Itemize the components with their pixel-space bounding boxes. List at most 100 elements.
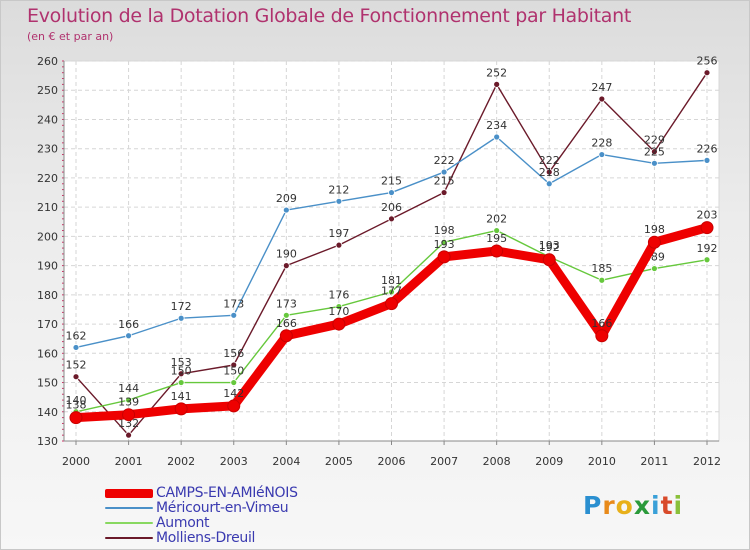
data-label-aumont-2009: 193 [539, 239, 560, 252]
data-label-molliens-dreuil-2009: 222 [539, 154, 560, 167]
legend-swatch-aumont [105, 522, 153, 524]
x-tick-label: 2010 [588, 455, 616, 468]
data-label-molliens-dreuil-2007: 215 [434, 175, 455, 188]
point-camps-en-ami-nois-2010 [595, 329, 609, 343]
y-tick-label: 130 [37, 435, 58, 448]
point-m-ricourt-en-vimeu-2012 [703, 156, 711, 164]
data-label-camps-en-ami-nois-2007: 193 [434, 238, 455, 251]
legend-label-camps: CAMPS-EN-AMIéNOIS [156, 485, 298, 501]
point-m-ricourt-en-vimeu-2004 [282, 206, 290, 214]
data-label-camps-en-ami-nois-2004: 166 [276, 317, 297, 330]
x-tick-label: 2000 [62, 455, 90, 468]
data-label-molliens-dreuil-2006: 206 [381, 201, 402, 214]
y-tick-label: 150 [37, 377, 58, 390]
data-label-molliens-dreuil-2004: 190 [276, 248, 297, 261]
data-label-molliens-dreuil-2005: 197 [328, 227, 349, 240]
y-tick-label: 230 [37, 143, 58, 156]
point-molliens-dreuil-2008 [493, 80, 501, 88]
point-aumont-2012 [703, 256, 711, 264]
data-label-aumont-2010: 185 [591, 262, 612, 275]
legend-item-aumont: Aumont [105, 515, 405, 531]
point-camps-en-ami-nois-2003 [227, 399, 241, 413]
legend-item-molliens: Molliens-Dreuil [105, 530, 405, 546]
y-tick-label: 140 [37, 406, 58, 419]
point-m-ricourt-en-vimeu-2006 [388, 189, 395, 196]
data-label-aumont-2000: 140 [66, 394, 87, 407]
x-tick-label: 2008 [483, 455, 511, 468]
data-label-m-ricourt-en-vimeu-2010: 228 [591, 137, 612, 150]
y-tick-label: 160 [37, 347, 58, 360]
point-camps-en-ami-nois-2009 [542, 253, 556, 267]
point-molliens-dreuil-2001 [125, 431, 132, 439]
data-label-aumont-2003: 150 [223, 365, 244, 378]
point-camps-en-ami-nois-2001 [122, 408, 136, 422]
data-label-aumont-2012: 192 [697, 242, 718, 255]
data-label-camps-en-ami-nois-2003: 142 [223, 387, 244, 400]
point-m-ricourt-en-vimeu-2007 [440, 168, 448, 176]
point-camps-en-ami-nois-2011 [647, 235, 661, 249]
point-camps-en-ami-nois-2005 [332, 317, 346, 331]
legend-label-mericourt: Méricourt-en-Vimeu [156, 500, 289, 516]
data-label-camps-en-ami-nois-2010: 166 [591, 317, 612, 330]
x-tick-label: 2005 [325, 455, 353, 468]
point-aumont-2008 [493, 227, 501, 234]
legend-swatch-molliens [105, 537, 153, 539]
point-m-ricourt-en-vimeu-2009 [545, 180, 553, 188]
data-label-m-ricourt-en-vimeu-2004: 209 [276, 192, 297, 205]
point-molliens-dreuil-2002 [177, 370, 185, 378]
point-aumont-2003 [230, 379, 238, 386]
x-tick-label: 2012 [693, 455, 721, 468]
data-label-aumont-2006: 181 [381, 274, 402, 287]
legend-swatch-mericourt [105, 507, 153, 509]
data-label-m-ricourt-en-vimeu-2005: 212 [328, 183, 349, 196]
x-tick-label: 2004 [272, 455, 300, 468]
data-label-camps-en-ami-nois-2012: 203 [697, 209, 718, 222]
data-label-camps-en-ami-nois-2006: 177 [381, 285, 402, 298]
x-tick-label: 2003 [220, 455, 248, 468]
data-label-molliens-dreuil-2003: 156 [223, 347, 244, 360]
data-label-molliens-dreuil-2012: 256 [697, 55, 718, 68]
point-aumont-2004 [282, 311, 290, 319]
point-molliens-dreuil-2012 [703, 69, 711, 77]
data-label-camps-en-ami-nois-2000: 138 [66, 399, 87, 412]
y-tick-label: 200 [37, 230, 58, 243]
data-label-molliens-dreuil-2001: 132 [118, 417, 139, 430]
data-label-camps-en-ami-nois-2009: 192 [539, 241, 560, 254]
legend-item-mericourt: Méricourt-en-Vimeu [105, 500, 405, 516]
y-tick-label: 260 [37, 55, 58, 68]
y-tick-label: 240 [37, 113, 58, 126]
chart-subtitle: (en € et par an) [27, 30, 114, 43]
y-tick-label: 170 [37, 318, 58, 331]
y-tick-label: 220 [37, 172, 58, 185]
point-molliens-dreuil-2007 [440, 189, 448, 196]
point-molliens-dreuil-2010 [598, 95, 606, 103]
data-label-molliens-dreuil-2010: 247 [591, 81, 612, 94]
point-camps-en-ami-nois-2002 [174, 402, 188, 416]
x-tick-label: 2006 [378, 455, 406, 468]
y-tick-label: 250 [37, 84, 58, 97]
data-label-m-ricourt-en-vimeu-2007: 222 [434, 154, 455, 167]
data-label-molliens-dreuil-2000: 152 [66, 359, 87, 372]
point-m-ricourt-en-vimeu-2010 [598, 151, 606, 158]
data-label-aumont-2008: 202 [486, 213, 507, 226]
data-label-m-ricourt-en-vimeu-2002: 172 [171, 300, 192, 313]
point-aumont-2007 [440, 238, 448, 246]
point-aumont-2002 [177, 379, 185, 386]
y-tick-label: 180 [37, 289, 58, 302]
point-camps-en-ami-nois-2012 [700, 221, 714, 235]
point-camps-en-ami-nois-2004 [279, 329, 293, 343]
point-aumont-2005 [335, 303, 343, 310]
point-aumont-2006 [388, 288, 395, 296]
point-m-ricourt-en-vimeu-2002 [177, 314, 185, 322]
point-m-ricourt-en-vimeu-2011 [651, 159, 658, 167]
point-camps-en-ami-nois-2007 [437, 250, 451, 264]
point-m-ricourt-en-vimeu-2000 [72, 344, 80, 351]
point-molliens-dreuil-2004 [282, 262, 290, 270]
data-label-m-ricourt-en-vimeu-2000: 162 [66, 329, 87, 342]
point-aumont-2001 [125, 396, 132, 404]
legend-label-aumont: Aumont [156, 515, 210, 531]
data-label-molliens-dreuil-2011: 229 [644, 134, 665, 147]
data-label-m-ricourt-en-vimeu-2012: 226 [697, 142, 718, 155]
